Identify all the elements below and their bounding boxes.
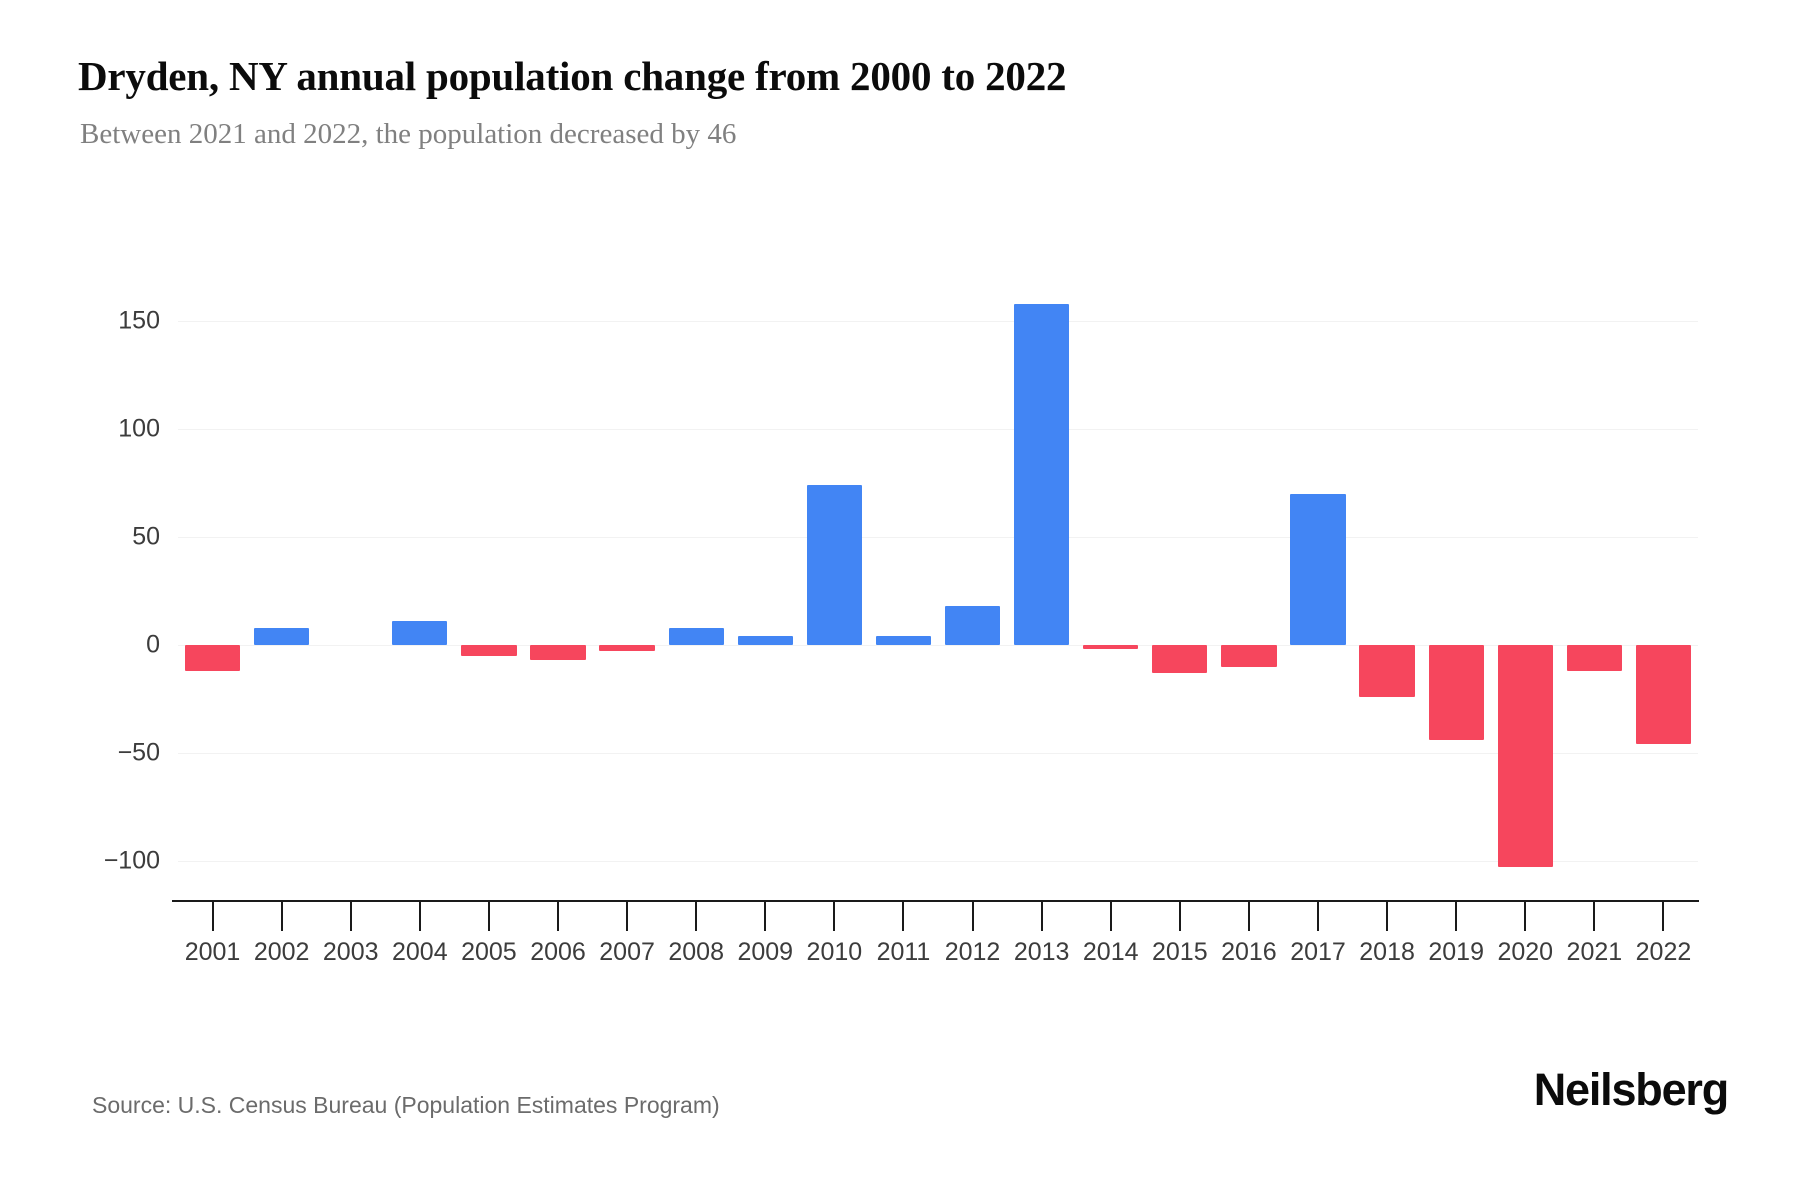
bar[interactable]: [1635, 645, 1692, 745]
x-axis-tick: [1040, 902, 1043, 931]
bar[interactable]: [875, 636, 932, 645]
x-axis-tick: [1455, 902, 1458, 931]
y-axis-tick-label: −100: [103, 846, 160, 875]
x-axis-tick-label: 2016: [1221, 938, 1277, 966]
x-axis-tick-label: 2005: [461, 938, 517, 966]
x-axis-tick-label: 2014: [1082, 938, 1139, 966]
bar[interactable]: [668, 627, 724, 645]
x-axis-tick: [487, 902, 490, 931]
x-axis-tick: [1178, 902, 1181, 931]
gridline: [178, 429, 1698, 430]
bar[interactable]: [184, 645, 241, 671]
x-axis-tick-label: 2021: [1566, 938, 1623, 966]
y-axis-tick-label: −50: [117, 738, 160, 767]
bar[interactable]: [1152, 645, 1208, 674]
bar[interactable]: [254, 627, 310, 645]
x-axis-tick-label: 2015: [1152, 938, 1208, 966]
x-axis-tick-label: 2020: [1497, 938, 1554, 966]
x-axis-tick: [1109, 902, 1112, 931]
x-axis-tick: [557, 902, 559, 931]
x-axis-tick: [211, 902, 214, 931]
x-axis-tick: [1593, 902, 1596, 931]
x-axis-tick-label: 2011: [876, 938, 931, 966]
bar[interactable]: [1428, 645, 1484, 741]
y-axis-tick-label: 150: [118, 306, 160, 335]
x-axis-tick: [1386, 902, 1389, 931]
x-axis-tick-label: 2012: [944, 938, 1001, 966]
brand-logo: Neilsberg: [1533, 1064, 1729, 1115]
bar[interactable]: [1014, 303, 1070, 645]
gridline: [178, 321, 1698, 322]
x-axis-tick-label: 2009: [737, 938, 794, 966]
x-axis-tick: [833, 902, 836, 931]
x-axis-tick: [1524, 902, 1527, 931]
gridline: [178, 753, 1698, 754]
x-axis-tick-label: 2018: [1359, 938, 1415, 966]
x-axis-tick-label: 2002: [253, 938, 310, 966]
x-axis-tick: [280, 902, 283, 931]
x-axis-tick: [971, 902, 974, 931]
bar[interactable]: [1497, 645, 1553, 868]
x-axis-tick-label: 2003: [322, 938, 379, 966]
x-axis-tick-label: 2007: [599, 938, 655, 966]
bar[interactable]: [1290, 493, 1346, 645]
x-axis-tick: [1247, 902, 1250, 931]
x-axis-tick-label: 2010: [806, 938, 863, 966]
x-axis-tick-label: 2008: [668, 938, 724, 966]
y-axis-tick-label: 0: [146, 630, 160, 659]
x-axis-tick-label: 2013: [1013, 938, 1070, 966]
page-title: Dryden, NY annual population change from…: [78, 53, 1067, 99]
x-axis-tick: [1317, 902, 1319, 931]
x-axis-tick: [1662, 902, 1665, 931]
x-axis-tick: [902, 902, 905, 931]
bar[interactable]: [530, 645, 586, 661]
gridline: [178, 645, 1698, 646]
bar[interactable]: [392, 621, 448, 645]
x-axis-tick: [349, 902, 352, 931]
bar[interactable]: [944, 606, 1001, 645]
x-axis-tick-label: 2022: [1635, 938, 1692, 966]
bar[interactable]: [1359, 645, 1415, 697]
x-axis-line: [172, 900, 1699, 902]
gridline: [178, 861, 1698, 862]
x-axis-tick: [764, 902, 767, 931]
bar[interactable]: [737, 636, 793, 645]
x-axis-tick-label: 2019: [1428, 938, 1484, 966]
x-axis-tick: [695, 902, 698, 931]
bar[interactable]: [1221, 645, 1277, 667]
bar[interactable]: [599, 645, 655, 652]
x-axis-tick: [626, 902, 629, 931]
bar[interactable]: [1083, 645, 1139, 650]
bar[interactable]: [461, 645, 517, 656]
x-axis-tick: [418, 902, 421, 931]
y-axis-tick-label: 50: [132, 522, 160, 551]
bar[interactable]: [1566, 645, 1622, 671]
page-subtitle: Between 2021 and 2022, the population de…: [80, 118, 737, 150]
source-note: Source: U.S. Census Bureau (Population E…: [92, 1092, 720, 1118]
x-axis-tick-label: 2006: [530, 938, 586, 966]
bar[interactable]: [806, 485, 862, 645]
x-axis-tick-label: 2004: [392, 938, 448, 966]
y-axis-tick-label: 100: [118, 414, 160, 443]
x-axis-tick-label: 2001: [184, 938, 241, 966]
gridline: [178, 537, 1698, 538]
x-axis-tick-label: 2017: [1290, 938, 1346, 966]
